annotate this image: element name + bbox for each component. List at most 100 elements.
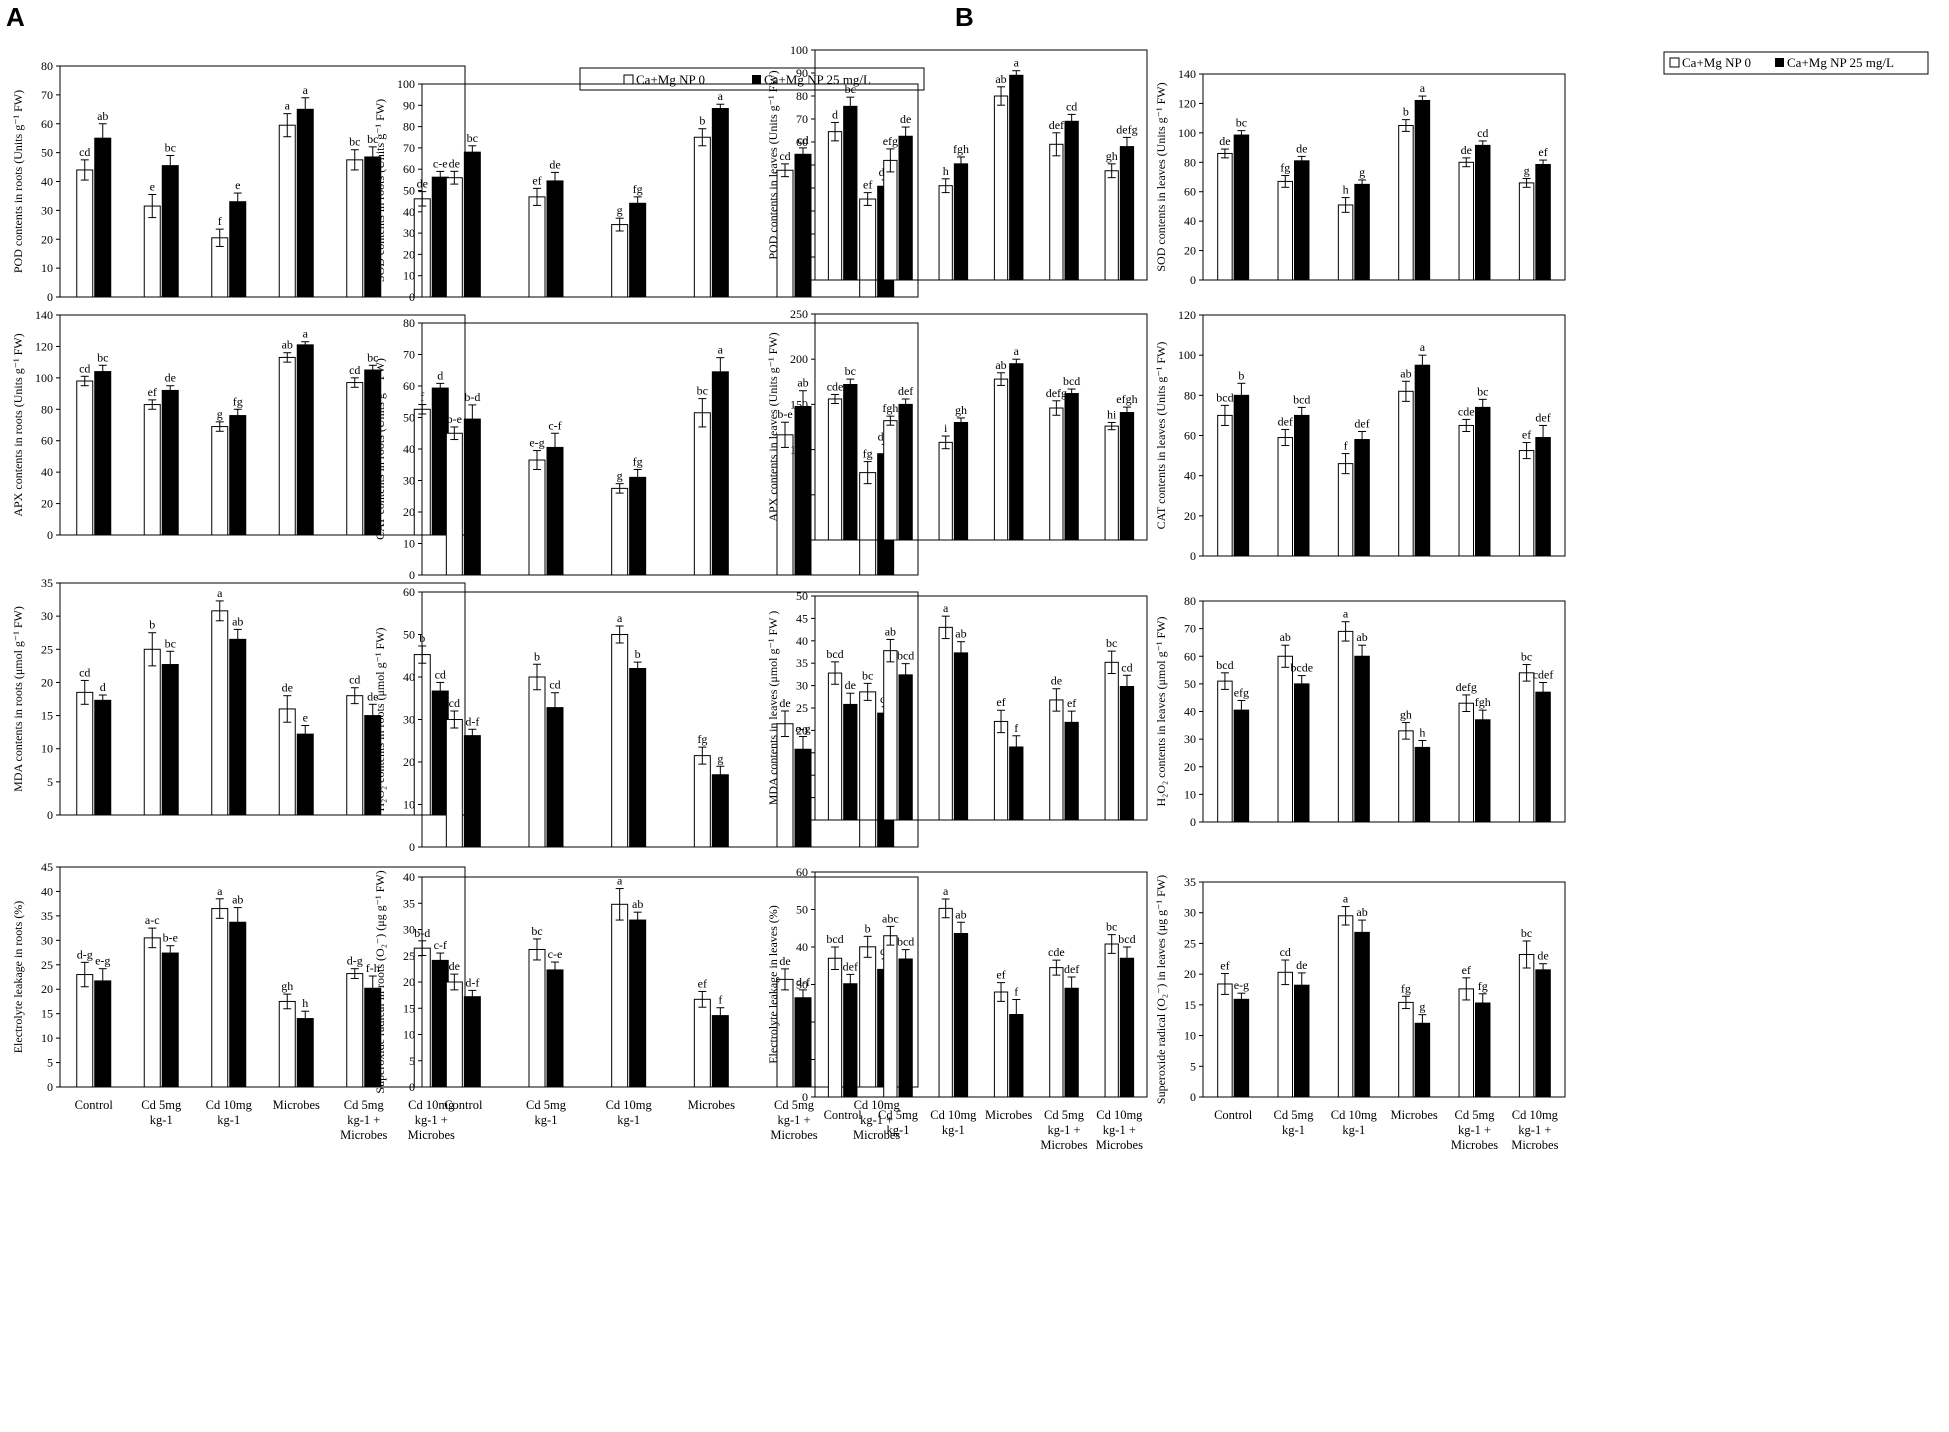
y-tick-label: 25 <box>41 958 53 972</box>
significance-letter: efg <box>883 134 898 148</box>
bar-open <box>1337 204 1354 281</box>
bar-filled <box>229 921 247 1088</box>
y-axis-label: CAT contents in roots (Units g⁻¹ FW) <box>373 358 387 540</box>
bar-open <box>346 695 364 816</box>
y-tick-label: 60 <box>1184 429 1196 443</box>
y-tick-label: 35 <box>1184 875 1196 889</box>
bar-filled <box>229 201 247 298</box>
significance-letter: a <box>303 327 309 341</box>
category-label: Microbes <box>770 1128 817 1142</box>
significance-letter: bc <box>697 384 708 398</box>
significance-letter: ef <box>996 695 1005 709</box>
y-axis-label: Superoxide radical (O₂⁻) in leaves (μg g… <box>1154 875 1168 1104</box>
y-tick-label: 40 <box>41 175 53 189</box>
category-label: Cd 10mg <box>930 1108 977 1122</box>
y-tick-label: 0 <box>1190 815 1196 829</box>
significance-letter: bcd <box>1118 932 1135 946</box>
bar-open <box>693 998 711 1088</box>
significance-letter: d <box>437 368 443 382</box>
significance-letter: d-g <box>77 947 93 961</box>
legend-swatch-open <box>623 74 634 85</box>
significance-letter: d-f <box>465 975 479 989</box>
significance-letter: def <box>1354 416 1369 430</box>
y-tick-label: 5 <box>47 775 53 789</box>
bar-filled <box>1354 931 1370 1098</box>
y-tick-label: 60 <box>403 379 415 393</box>
y-tick-label: 40 <box>1184 705 1196 719</box>
significance-letter: def <box>1049 118 1064 132</box>
y-tick-label: 80 <box>1184 155 1196 169</box>
significance-letter: ab <box>232 893 243 907</box>
significance-letter: a <box>303 83 309 97</box>
bar-filled <box>1414 746 1431 823</box>
y-tick-label: 5 <box>409 1054 415 1068</box>
y-tick-label: 0 <box>802 273 808 287</box>
bar-open <box>76 169 94 298</box>
significance-letter: b <box>1238 368 1244 382</box>
significance-letter: f <box>718 993 722 1007</box>
y-tick-label: 20 <box>41 675 53 689</box>
y-tick-label: 100 <box>1178 348 1196 362</box>
significance-letter: def <box>1278 414 1293 428</box>
bar-filled <box>1535 691 1551 823</box>
significance-letter: ef <box>698 976 707 990</box>
bar-filled <box>94 137 112 298</box>
y-tick-label: 0 <box>802 1090 808 1104</box>
bar-filled <box>94 699 112 816</box>
category-label: Control <box>444 1098 483 1112</box>
bar-open <box>278 356 296 536</box>
significance-letter: bc <box>531 924 542 938</box>
bar-open <box>76 380 94 536</box>
significance-letter: bc <box>1477 384 1488 398</box>
bar-open <box>346 382 364 536</box>
significance-letter: bc <box>845 82 856 96</box>
category-label: Control <box>1214 1108 1253 1122</box>
significance-letter: bc <box>1106 920 1117 934</box>
significance-letter: ab <box>1356 905 1367 919</box>
bar-filled <box>296 733 314 816</box>
bar-open <box>1104 943 1119 1098</box>
y-tick-label: 10 <box>41 1031 53 1045</box>
y-tick-label: 35 <box>41 576 53 590</box>
bar-open <box>1398 125 1414 281</box>
bar-filled <box>629 202 647 298</box>
significance-letter: de <box>449 959 460 973</box>
bar-open <box>938 441 953 541</box>
significance-letter: ef <box>1462 963 1471 977</box>
significance-letter: ab <box>955 627 966 641</box>
significance-letter: de <box>1296 141 1307 155</box>
y-tick-label: 25 <box>796 701 808 715</box>
category-label: Cd 10mg <box>1331 1108 1378 1122</box>
bar-open <box>445 981 463 1088</box>
bar-open <box>1104 170 1119 281</box>
bar-open <box>1104 425 1119 541</box>
bar-open <box>883 650 898 821</box>
y-axis-label: MDA contents in leaves (μmol g⁻¹ FW ) <box>766 611 780 805</box>
bar-open <box>1049 699 1064 821</box>
y-tick-label: 5 <box>1190 1059 1196 1073</box>
category-label: kg-1 <box>150 1113 173 1127</box>
bar-filled <box>1475 406 1491 557</box>
y-tick-label: 60 <box>403 585 415 599</box>
y-axis-label: Superoxide radical in roots (O₂⁻) (μg g⁻… <box>373 870 387 1093</box>
significance-letter: def <box>1064 962 1079 976</box>
y-tick-label: 120 <box>1178 308 1196 322</box>
y-tick-label: 30 <box>41 609 53 623</box>
significance-letter: a <box>1420 81 1426 95</box>
y-tick-label: 10 <box>796 768 808 782</box>
significance-letter: d-f <box>796 975 810 989</box>
y-tick-label: 150 <box>790 397 808 411</box>
category-label: Cd 5mg <box>1274 1108 1315 1122</box>
bar-open <box>76 691 94 816</box>
y-tick-label: 140 <box>1178 67 1196 81</box>
category-label: kg-1 + <box>777 1113 810 1127</box>
category-label: Cd 10mg <box>408 1098 455 1112</box>
significance-letter: a <box>617 874 623 888</box>
significance-letter: ef <box>863 178 872 192</box>
bar-open <box>1337 463 1354 557</box>
category-label: Microbes <box>1391 1108 1438 1122</box>
y-tick-label: 140 <box>35 308 53 322</box>
significance-letter: e-g <box>795 722 810 736</box>
bar-filled <box>463 735 481 848</box>
